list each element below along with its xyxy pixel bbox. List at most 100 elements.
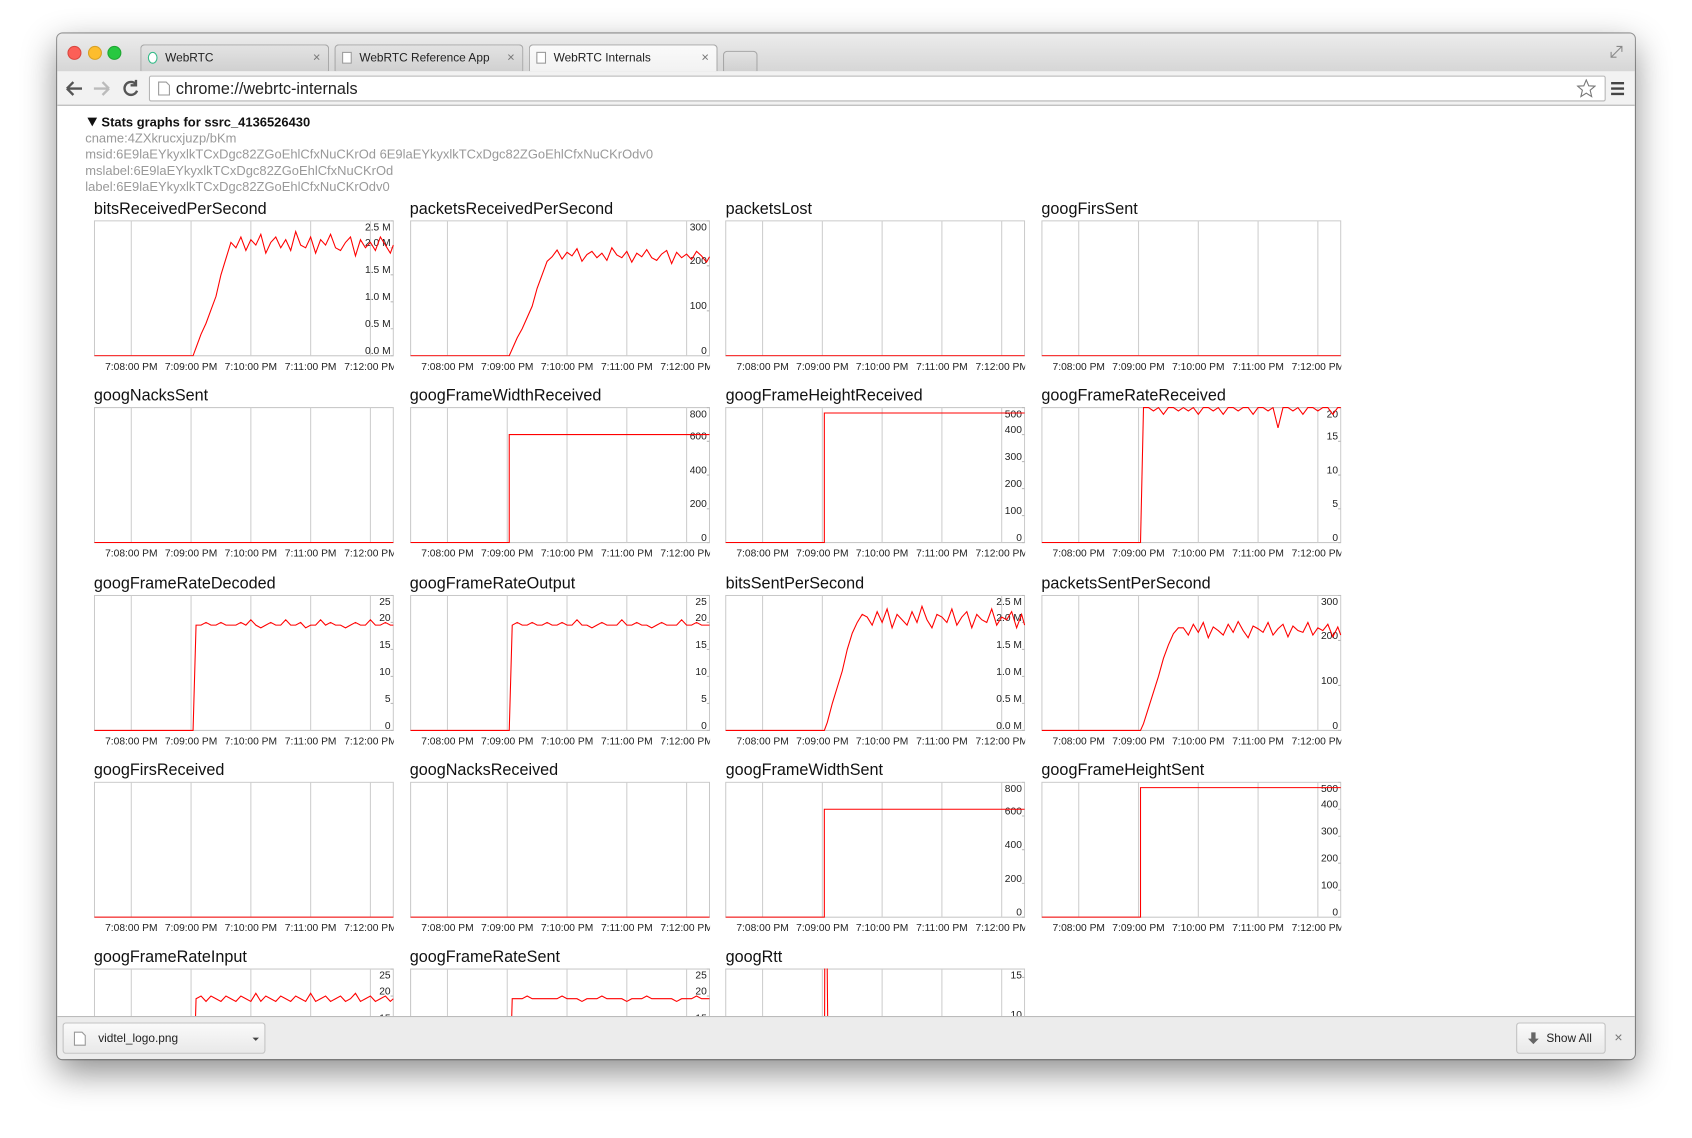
- y-tick-label: 400: [1005, 840, 1022, 851]
- x-tick-label: 7:08:00 PM: [421, 549, 473, 560]
- x-tick-label: 7:11:00 PM: [601, 549, 653, 560]
- stat-chart: googFrameWidthReceived 7:08:00 PM 7:09:00 …: [409, 387, 710, 564]
- chart-plot: 7:08:00 PM 7:09:00 PM 7:10:00 PM 7:11:00 PM…: [1041, 220, 1341, 373]
- chart-plot: 7:08:00 PM 7:09:00 PM 7:10:00 PM 7:11:00 PM…: [725, 968, 1026, 1016]
- chart-plot: 7:08:00 PM 7:09:00 PM 7:10:00 PM 7:11:00 PM…: [93, 781, 394, 934]
- chart-title: bitsSentPerSecond: [725, 573, 865, 593]
- plot-frame: [93, 220, 394, 357]
- x-tick-label: 7:11:00 PM: [601, 736, 653, 747]
- tab-icon: [536, 51, 547, 64]
- back-button[interactable]: [66, 81, 83, 96]
- plot-frame: [93, 594, 394, 731]
- stat-chart: googFrameHeightSent 7:08:00 PM 7:09:00 PM 7…: [1041, 761, 1342, 939]
- download-bar: vidtel_logo.png Show All ×: [57, 1015, 1635, 1060]
- data-line: [410, 434, 710, 544]
- tab[interactable]: WebRTC ×: [140, 44, 330, 72]
- tab-icon: [147, 51, 158, 64]
- x-tick-label: 7:09:00 PM: [165, 549, 217, 560]
- x-tick-label: 7:08:00 PM: [737, 736, 789, 747]
- x-tick-label: 7:10:00 PM: [1172, 923, 1224, 934]
- x-tick-label: 7:11:00 PM: [1232, 923, 1284, 934]
- y-tick-label: 0: [701, 720, 707, 731]
- chart-title: googFrameRateSent: [409, 948, 560, 967]
- y-tick-label: 0: [1332, 533, 1338, 544]
- y-tick-label: 600: [689, 432, 706, 443]
- x-tick-label: 7:11:00 PM: [916, 549, 968, 560]
- omnibox[interactable]: chrome://webrtc-internals: [148, 75, 1606, 102]
- stats-info-line: mslabel:6E9laEYkyxlkTCxDgc82ZGoEhlCfxNuC…: [85, 163, 394, 179]
- x-tick-label: 7:09:00 PM: [481, 923, 533, 934]
- y-tick-label: 200: [689, 500, 706, 511]
- x-tick-label: 7:12:00 PM: [976, 923, 1026, 934]
- chart-plot: 7:08:00 PM 7:09:00 PM 7:10:00 PM 7:11:00 PM…: [93, 220, 394, 373]
- x-tick-label: 7:08:00 PM: [105, 362, 157, 373]
- menu-button[interactable]: [1609, 80, 1626, 97]
- chart-plot: 7:08:00 PM 7:09:00 PM 7:10:00 PM 7:11:00 PM…: [725, 407, 1026, 560]
- download-item[interactable]: vidtel_logo.png: [62, 1022, 266, 1054]
- x-tick-label: 7:09:00 PM: [165, 736, 217, 747]
- stat-chart: googFrameRateOutput 7:08:00 PM 7:09:00 PM 7…: [409, 574, 710, 751]
- y-tick-label: 0: [1332, 907, 1338, 918]
- y-tick-label: 300: [1321, 597, 1338, 608]
- stat-chart: googNacksReceived 7:08:00 PM 7:09:00 PM 7:1…: [409, 761, 710, 939]
- tab[interactable]: WebRTC Reference App ×: [334, 44, 524, 72]
- x-tick-label: 7:08:00 PM: [737, 923, 789, 934]
- x-tick-label: 7:09:00 PM: [797, 362, 849, 373]
- plot-frame: [1041, 407, 1342, 544]
- tab-strip: WebRTC × WebRTC Reference App × WebRTC Int…: [57, 33, 1635, 72]
- stat-chart: googRtt 7:08:00 PM 7:09:00 PM 7:10:00 PM 7:1…: [725, 948, 1026, 1016]
- x-tick-label: 7:12:00 PM: [1292, 923, 1342, 934]
- y-tick-label: 200: [1321, 853, 1338, 864]
- tab-close[interactable]: ×: [701, 49, 709, 65]
- y-tick-label: 10: [1011, 1010, 1023, 1016]
- chart-plot: 7:08:00 PM 7:09:00 PM 7:10:00 PM 7:11:00 PM…: [409, 220, 710, 373]
- chart-plot: 7:08:00 PM 7:09:00 PM 7:10:00 PM 7:11:00 PM…: [725, 781, 1026, 934]
- plot-frame: [409, 407, 710, 544]
- reload-button[interactable]: [123, 79, 139, 97]
- chart-title: googFrameRateReceived: [1041, 386, 1226, 406]
- x-tick-label: 7:11:00 PM: [285, 549, 337, 560]
- x-tick-label: 7:08:00 PM: [1053, 736, 1105, 747]
- y-tick-label: 10: [1327, 466, 1339, 477]
- y-tick-label: 1.5 M: [997, 639, 1023, 650]
- x-tick-label: 7:11:00 PM: [1232, 736, 1284, 747]
- download-menu[interactable]: [251, 1034, 260, 1043]
- y-tick-label: 800: [1005, 784, 1022, 795]
- plot-frame: [1041, 594, 1342, 731]
- stats-info-line: cname:4ZXkrucxjuzp/bKm: [85, 130, 237, 146]
- download-icon: [1528, 1032, 1539, 1045]
- tab[interactable]: WebRTC Internals ×: [528, 44, 718, 72]
- data-line: [726, 604, 1026, 731]
- new-tab-button[interactable]: [722, 50, 758, 72]
- toolbar: chrome://webrtc-internals: [57, 71, 1635, 106]
- data-line: [94, 618, 394, 731]
- chart-title: packetsReceivedPerSecond: [409, 199, 614, 219]
- chart-plot: 7:08:00 PM 7:09:00 PM 7:10:00 PM 7:11:00 PM…: [409, 407, 710, 560]
- y-tick-label: 15: [379, 639, 391, 650]
- fullscreen-button[interactable]: [1609, 44, 1624, 59]
- x-tick-label: 7:11:00 PM: [1232, 549, 1284, 560]
- x-tick-label: 7:12:00 PM: [1292, 549, 1342, 560]
- y-tick-label: 2.5 M: [365, 223, 391, 234]
- zoom-button[interactable]: [107, 45, 122, 60]
- x-tick-label: 7:10:00 PM: [856, 549, 908, 560]
- x-tick-label: 7:08:00 PM: [421, 362, 473, 373]
- stat-chart: packetsSentPerSecond 7:08:00 PM 7:09:00 PM…: [1041, 574, 1342, 751]
- x-tick-label: 7:09:00 PM: [165, 923, 217, 934]
- y-tick-label: 100: [689, 301, 706, 312]
- close-download-bar[interactable]: ×: [1614, 1028, 1623, 1046]
- x-tick-label: 7:11:00 PM: [601, 362, 653, 373]
- minimize-button[interactable]: [87, 45, 102, 60]
- show-all-button[interactable]: Show All: [1516, 1022, 1606, 1054]
- disclosure-triangle[interactable]: [87, 117, 98, 128]
- x-tick-label: 7:10:00 PM: [225, 549, 277, 560]
- y-tick-label: 0: [701, 533, 707, 544]
- x-tick-label: 7:10:00 PM: [1172, 736, 1224, 747]
- tab-close[interactable]: ×: [507, 49, 515, 65]
- tab-close[interactable]: ×: [312, 49, 321, 65]
- x-tick-label: 7:10:00 PM: [856, 923, 908, 934]
- close-button[interactable]: [67, 45, 82, 60]
- forward-button[interactable]: [93, 81, 110, 96]
- plot-frame: [409, 781, 710, 918]
- bookmark-star[interactable]: [1576, 78, 1596, 98]
